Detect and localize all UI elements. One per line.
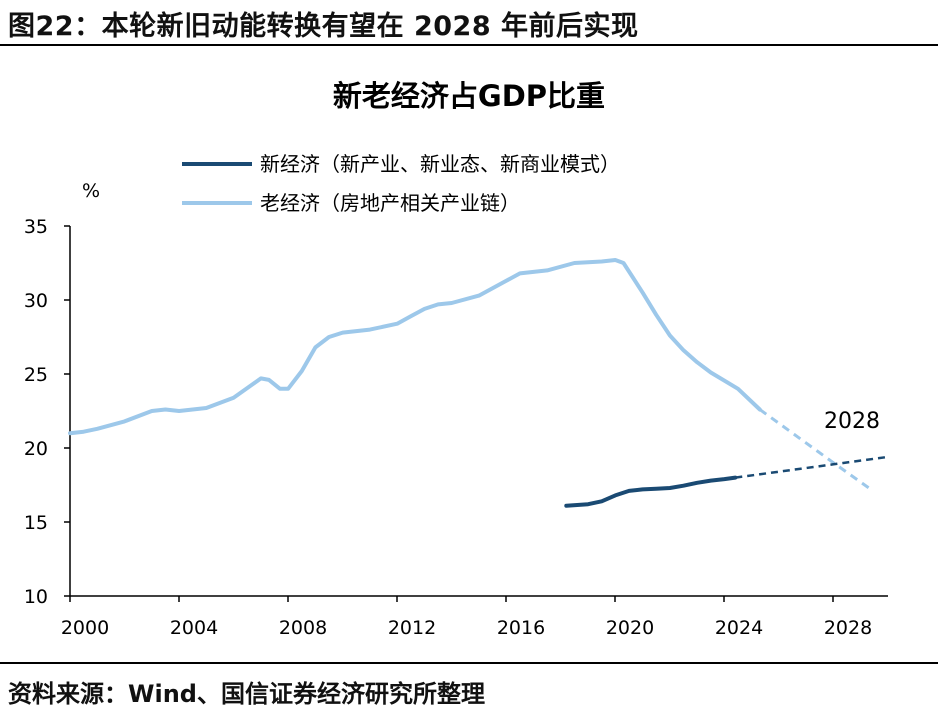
x-tick-label: 2008 <box>279 617 327 639</box>
source-note: 资料来源：Wind、国信证券经济研究所整理 <box>8 680 485 708</box>
chart-title: 新老经济占GDP比重 <box>333 79 605 113</box>
x-tick-label: 2020 <box>606 617 654 639</box>
top-rule <box>0 44 938 46</box>
y-tick-label: 25 <box>24 364 48 386</box>
crossover-annotation: 2028 <box>824 409 880 434</box>
chart: 新老经济占GDP比重 新经济（新产业、新业态、新商业模式） 老经济（房地产相关产… <box>24 79 889 639</box>
legend-label-new-economy: 新经济（新产业、新业态、新商业模式） <box>260 152 620 176</box>
series-line-new-economy <box>564 475 738 508</box>
bottom-rule <box>0 662 938 664</box>
y-tick-label: 15 <box>24 512 48 534</box>
y-tick-label: 10 <box>24 586 48 608</box>
y-tick-label: 30 <box>24 290 48 312</box>
figure-title: 图22：本轮新旧动能转换有望在 2028 年前后实现 <box>8 11 639 42</box>
x-tick-label: 2016 <box>497 617 545 639</box>
y-tick-label: 20 <box>24 438 48 460</box>
projection-line-old-economy <box>758 408 870 490</box>
x-tick-label: 2028 <box>824 617 872 639</box>
series-line-old-economy <box>68 258 762 436</box>
x-tick-label: 2012 <box>388 617 436 639</box>
y-axis-unit: % <box>82 180 100 202</box>
projection-line-new-economy <box>735 455 889 479</box>
x-tick-label: 2024 <box>715 617 763 639</box>
legend-label-old-economy: 老经济（房地产相关产业链） <box>260 191 520 215</box>
y-tick-label: 35 <box>24 216 48 238</box>
x-tick-label: 2004 <box>170 617 218 639</box>
x-tick-label: 2000 <box>61 617 109 639</box>
